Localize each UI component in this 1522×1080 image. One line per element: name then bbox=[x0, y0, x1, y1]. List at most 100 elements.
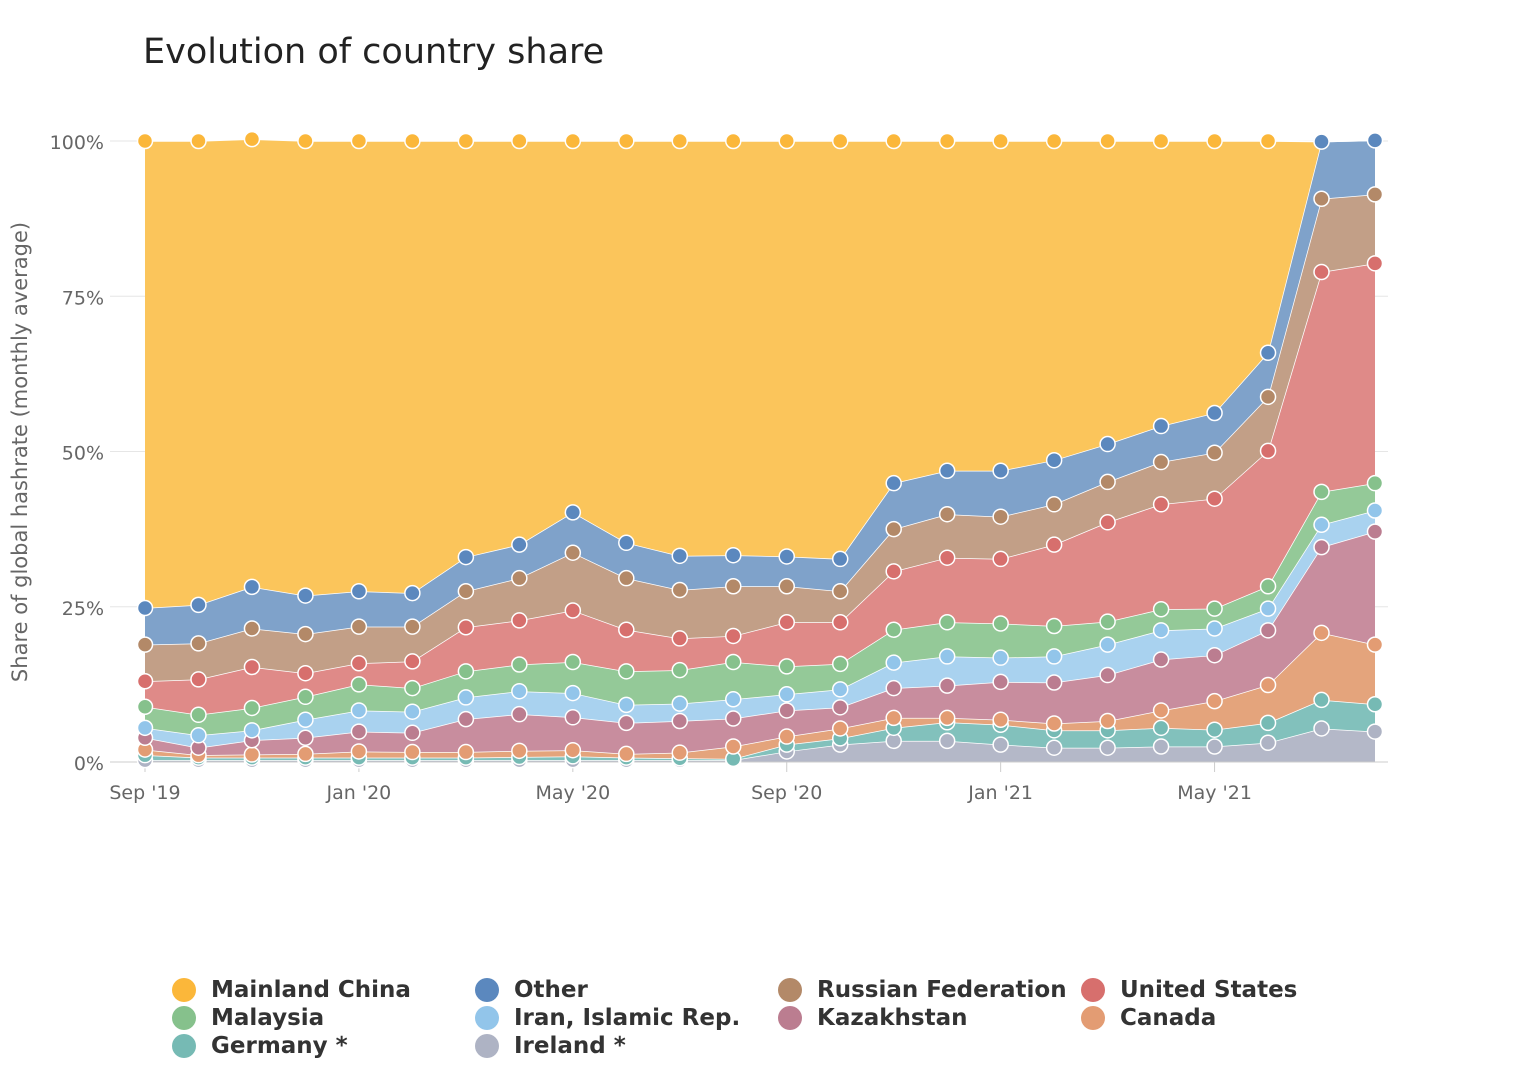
data-point[interactable] bbox=[938, 648, 956, 665]
data-point[interactable] bbox=[1366, 502, 1384, 519]
data-point[interactable] bbox=[725, 578, 742, 595]
data-point[interactable] bbox=[1152, 132, 1170, 150]
data-point[interactable] bbox=[404, 618, 421, 635]
data-point[interactable] bbox=[725, 546, 742, 564]
data-point[interactable] bbox=[297, 625, 314, 643]
data-point[interactable] bbox=[136, 636, 154, 653]
data-point[interactable] bbox=[1366, 636, 1384, 653]
data-point[interactable] bbox=[136, 719, 154, 737]
data-point[interactable] bbox=[671, 581, 689, 599]
data-point[interactable] bbox=[350, 676, 368, 693]
data-point[interactable] bbox=[1152, 738, 1170, 755]
data-point[interactable] bbox=[1313, 538, 1330, 556]
data-point[interactable] bbox=[564, 709, 582, 726]
data-point[interactable] bbox=[1313, 133, 1330, 150]
data-point[interactable] bbox=[1259, 578, 1277, 595]
data-point[interactable] bbox=[1099, 666, 1116, 684]
data-point[interactable] bbox=[190, 671, 207, 688]
data-point[interactable] bbox=[992, 615, 1009, 632]
data-point[interactable] bbox=[1366, 474, 1384, 492]
data-point[interactable] bbox=[1099, 712, 1116, 730]
data-point[interactable] bbox=[831, 550, 849, 568]
legend-item[interactable]: Kazakhstan bbox=[778, 1005, 968, 1031]
data-point[interactable] bbox=[350, 655, 368, 672]
data-point[interactable] bbox=[1206, 444, 1223, 461]
data-point[interactable] bbox=[1152, 417, 1170, 435]
data-point[interactable] bbox=[1259, 622, 1277, 639]
data-point[interactable] bbox=[938, 549, 956, 566]
data-point[interactable] bbox=[778, 702, 795, 719]
data-point[interactable] bbox=[885, 709, 902, 727]
data-point[interactable] bbox=[1045, 617, 1063, 635]
data-point[interactable] bbox=[992, 673, 1009, 691]
data-point[interactable] bbox=[938, 132, 956, 150]
data-point[interactable] bbox=[1045, 648, 1063, 665]
data-point[interactable] bbox=[725, 132, 742, 150]
data-point[interactable] bbox=[564, 602, 582, 619]
data-point[interactable] bbox=[457, 710, 475, 728]
data-point[interactable] bbox=[1313, 516, 1330, 534]
data-point[interactable] bbox=[618, 714, 635, 732]
data-point[interactable] bbox=[1152, 600, 1170, 618]
data-point[interactable] bbox=[725, 738, 742, 755]
data-point[interactable] bbox=[1206, 132, 1223, 150]
legend-item[interactable]: Iran, Islamic Rep. bbox=[475, 1005, 740, 1031]
data-point[interactable] bbox=[938, 732, 956, 750]
data-point[interactable] bbox=[511, 132, 528, 150]
data-point[interactable] bbox=[350, 582, 368, 600]
data-point[interactable] bbox=[1366, 255, 1384, 272]
data-point[interactable] bbox=[1152, 651, 1170, 668]
data-point[interactable] bbox=[778, 548, 795, 565]
data-point[interactable] bbox=[1313, 483, 1330, 501]
data-point[interactable] bbox=[1099, 636, 1116, 653]
data-point[interactable] bbox=[457, 132, 475, 150]
data-point[interactable] bbox=[1045, 132, 1063, 150]
data-point[interactable] bbox=[778, 686, 795, 703]
data-point[interactable] bbox=[831, 614, 849, 631]
data-point[interactable] bbox=[885, 563, 902, 580]
data-point[interactable] bbox=[618, 663, 635, 680]
data-point[interactable] bbox=[618, 132, 635, 150]
data-point[interactable] bbox=[190, 596, 207, 614]
data-point[interactable] bbox=[1313, 720, 1330, 737]
data-point[interactable] bbox=[243, 658, 261, 676]
data-point[interactable] bbox=[725, 691, 742, 708]
data-point[interactable] bbox=[457, 663, 475, 680]
data-point[interactable] bbox=[618, 569, 635, 587]
data-point[interactable] bbox=[564, 544, 582, 561]
data-point[interactable] bbox=[1152, 622, 1170, 639]
data-point[interactable] bbox=[671, 630, 689, 647]
data-point[interactable] bbox=[885, 520, 902, 538]
data-point[interactable] bbox=[1366, 696, 1384, 713]
data-point[interactable] bbox=[885, 654, 902, 671]
data-point[interactable] bbox=[1259, 734, 1277, 751]
data-point[interactable] bbox=[350, 743, 368, 760]
data-point[interactable] bbox=[511, 742, 528, 760]
data-point[interactable] bbox=[992, 649, 1009, 666]
data-point[interactable] bbox=[243, 746, 261, 763]
data-point[interactable] bbox=[1045, 739, 1063, 756]
data-point[interactable] bbox=[938, 505, 956, 523]
data-point[interactable] bbox=[457, 689, 475, 706]
data-point[interactable] bbox=[1313, 691, 1330, 709]
data-point[interactable] bbox=[1099, 435, 1116, 453]
data-point[interactable] bbox=[671, 661, 689, 679]
data-point[interactable] bbox=[243, 722, 261, 739]
data-point[interactable] bbox=[618, 534, 635, 552]
data-point[interactable] bbox=[350, 618, 368, 635]
data-point[interactable] bbox=[1313, 624, 1330, 642]
data-point[interactable] bbox=[457, 548, 475, 566]
data-point[interactable] bbox=[831, 681, 849, 698]
data-point[interactable] bbox=[671, 547, 689, 565]
data-point[interactable] bbox=[1259, 600, 1277, 617]
data-point[interactable] bbox=[457, 582, 475, 600]
data-point[interactable] bbox=[671, 132, 689, 150]
data-point[interactable] bbox=[243, 578, 261, 596]
legend-item[interactable]: Canada bbox=[1081, 1005, 1216, 1031]
data-point[interactable] bbox=[1099, 514, 1116, 531]
data-point[interactable] bbox=[1045, 715, 1063, 732]
data-point[interactable] bbox=[1259, 442, 1277, 460]
data-point[interactable] bbox=[992, 736, 1009, 753]
data-point[interactable] bbox=[297, 688, 314, 706]
data-point[interactable] bbox=[778, 658, 795, 675]
